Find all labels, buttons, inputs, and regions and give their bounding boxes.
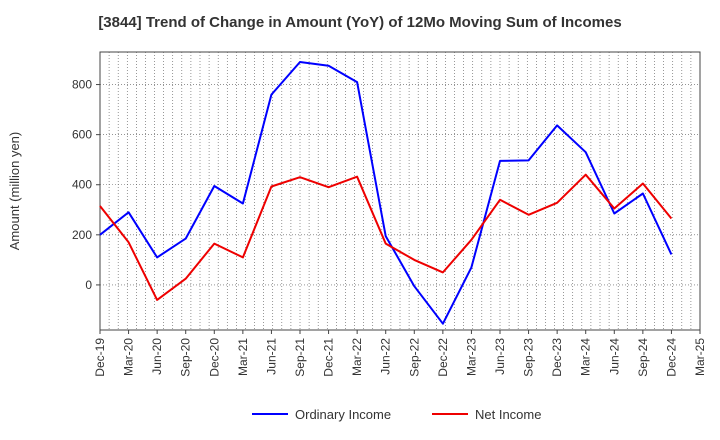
chart-title: [3844] Trend of Change in Amount (YoY) o… bbox=[98, 14, 622, 31]
x-tick-label: Jun-20 bbox=[150, 338, 164, 375]
x-tick-label: Mar-21 bbox=[236, 338, 250, 376]
x-tick-label: Sep-23 bbox=[522, 338, 536, 377]
x-tick-label: Jun-23 bbox=[493, 338, 507, 375]
series-line-net-income bbox=[99, 173, 673, 301]
y-tick-label: 600 bbox=[72, 128, 92, 142]
y-tick-label: 800 bbox=[72, 78, 92, 92]
legend-label: Net Income bbox=[475, 407, 541, 422]
x-tick-label: Mar-23 bbox=[464, 338, 478, 376]
y-axis-label: Amount (million yen) bbox=[7, 132, 22, 251]
x-tick-label: Dec-21 bbox=[322, 338, 336, 377]
x-tick-label: Dec-20 bbox=[207, 338, 221, 377]
x-tick-label: Jun-22 bbox=[379, 338, 393, 375]
x-tick-label: Jun-21 bbox=[264, 338, 278, 375]
x-tick-label: Sep-24 bbox=[636, 338, 650, 377]
x-tick-label: Mar-25 bbox=[693, 338, 707, 376]
x-tick-label: Sep-22 bbox=[407, 338, 421, 377]
y-tick-label: 200 bbox=[72, 228, 92, 242]
x-tick-label: Mar-20 bbox=[122, 338, 136, 376]
legend: Ordinary Income Net Income bbox=[252, 407, 541, 422]
x-tick-label: Mar-22 bbox=[350, 338, 364, 376]
x-tick-label: Dec-19 bbox=[93, 338, 107, 377]
x-tick-label: Dec-22 bbox=[436, 338, 450, 377]
x-axis: Dec-19 Mar-20 Jun-20 Sep-20 Dec-20 Mar-21 Jun-… bbox=[93, 330, 707, 377]
grid-layer bbox=[100, 52, 700, 330]
y-tick-label: 0 bbox=[85, 278, 92, 292]
x-tick-label: Sep-20 bbox=[179, 338, 193, 377]
x-tick-label: Sep-21 bbox=[293, 338, 307, 377]
x-tick-label: Jun-24 bbox=[607, 338, 621, 375]
series-layer bbox=[99, 61, 673, 325]
x-tick-label: Dec-23 bbox=[550, 338, 564, 377]
x-tick-label: Mar-24 bbox=[579, 338, 593, 376]
y-axis: 0 200 400 600 800 bbox=[72, 78, 100, 292]
x-tick-label: Dec-24 bbox=[664, 338, 678, 377]
y-tick-label: 400 bbox=[72, 178, 92, 192]
legend-label: Ordinary Income bbox=[295, 407, 391, 422]
series-line-ordinary-income bbox=[99, 61, 673, 325]
